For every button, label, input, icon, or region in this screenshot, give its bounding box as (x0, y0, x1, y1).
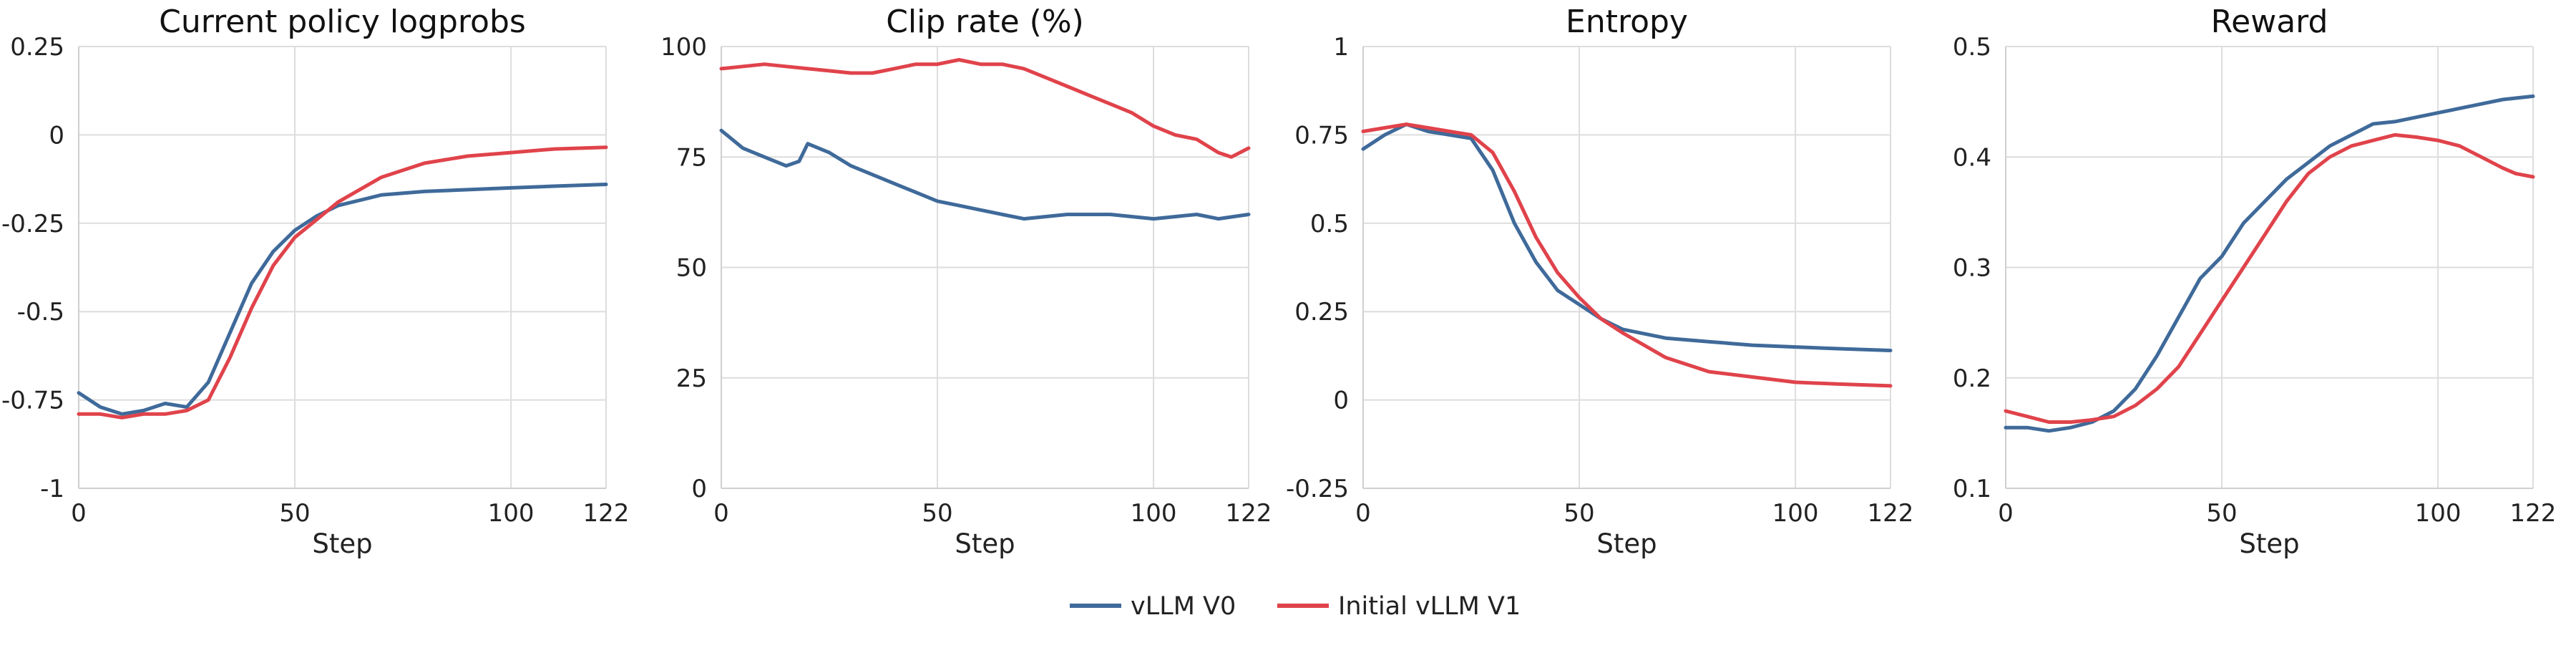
y-tick-label: 0.25 (10, 33, 64, 62)
y-tick-label: 25 (676, 364, 707, 393)
series-line-reward-vllm-v0 (2004, 94, 2535, 433)
x-axis-title: Step (955, 528, 1015, 559)
y-tick-label: -0.25 (1286, 475, 1349, 503)
y-tick-label: -0.75 (1, 387, 64, 415)
y-tick-label: 0.25 (1294, 298, 1349, 326)
x-tick-label: 50 (1563, 499, 1594, 528)
chart-panel-clip-rate: 0 25 50 75 100 0 50 100 122 Clip rate (%) Step (660, 4, 1272, 559)
x-tick-label: 50 (2206, 499, 2237, 528)
x-tick-label: 122 (1226, 499, 1272, 528)
series-line-entropy-initial-vllm-v1 (1361, 122, 1893, 388)
chart-panel-reward: 0.1 0.2 0.3 0.4 0.5 0 50 100 122 Reward Step (1953, 4, 2557, 559)
panel-title: Reward (2211, 4, 2328, 40)
series-line-entropy-vllm-v0 (1361, 122, 1893, 352)
series-line-logprobs-initial-vllm-v1 (77, 145, 608, 420)
x-tick-label: 0 (1355, 499, 1371, 528)
y-tick-label: 100 (660, 33, 707, 62)
y-tick-label: 0.75 (1294, 121, 1349, 150)
y-tick-label: -0.25 (1, 210, 64, 238)
x-tick-label: 122 (1868, 499, 1914, 528)
x-axis-title: Step (312, 528, 372, 559)
x-tick-label: 100 (1131, 499, 1177, 528)
y-tick-label: 0.4 (1953, 143, 1991, 172)
x-tick-label: 0 (71, 499, 87, 528)
chart-panel-logprobs: -1 -0.75 -0.5 -0.25 0 0.25 0 50 100 122 Current po… (1, 4, 629, 559)
y-tick-label: 0.2 (1953, 364, 1991, 393)
y-tick-label: 0.3 (1953, 254, 1991, 283)
panel-title: Current policy logprobs (159, 4, 526, 40)
y-tick-label: 0 (49, 121, 64, 150)
x-tick-label: 50 (279, 499, 310, 528)
x-tick-label: 100 (488, 499, 535, 528)
series-line-clip-rate-initial-vllm-v1 (719, 58, 1251, 159)
y-tick-label: 0 (1333, 387, 1349, 415)
x-tick-label: 100 (1772, 499, 1819, 528)
y-tick-label: 0.5 (1953, 33, 1991, 62)
legend: vLLM V0 Initial vLLM V1 (1070, 592, 1521, 621)
x-axis-title: Step (1596, 528, 1657, 559)
series-line-clip-rate-vllm-v0 (719, 128, 1251, 221)
y-tick-label: -1 (40, 475, 64, 503)
x-tick-label: 100 (2415, 499, 2462, 528)
legend-label-vllm-v0: vLLM V0 (1131, 592, 1236, 621)
x-tick-label: 50 (922, 499, 952, 528)
y-tick-label: 0.5 (1310, 210, 1349, 238)
x-tick-label: 0 (1998, 499, 2014, 528)
panel-title: Clip rate (%) (886, 4, 1084, 40)
x-axis-title: Step (2239, 528, 2299, 559)
y-tick-label: 50 (676, 254, 707, 283)
series-line-logprobs-vllm-v0 (77, 183, 608, 416)
x-tick-label: 0 (713, 499, 729, 528)
y-tick-label: 1 (1333, 33, 1349, 62)
y-tick-label: -0.5 (17, 298, 64, 326)
series-line-reward-initial-vllm-v1 (2004, 132, 2535, 424)
y-tick-label: 0.1 (1953, 475, 1991, 503)
legend-label-initial-vllm-v1: Initial vLLM V1 (1338, 592, 1521, 621)
y-tick-label: 75 (676, 143, 707, 172)
x-tick-label: 122 (2510, 499, 2557, 528)
y-tick-label: 0 (691, 475, 707, 503)
panel-title: Entropy (1566, 4, 1688, 40)
x-tick-label: 122 (583, 499, 630, 528)
